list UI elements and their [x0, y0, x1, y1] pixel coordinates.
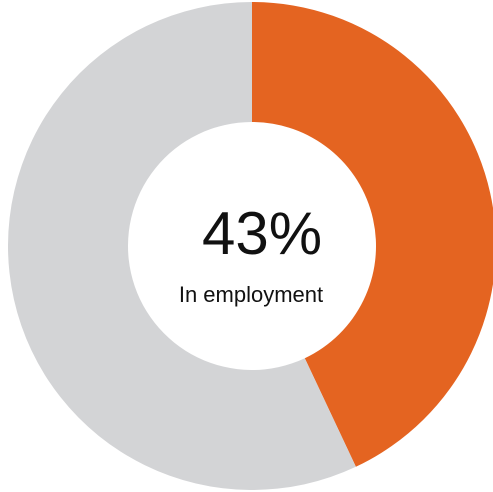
center-label: In employment — [179, 282, 323, 307]
center-percentage: 43% — [202, 200, 322, 267]
slice-remainder — [7, 2, 356, 490]
slice-in-employment — [252, 2, 493, 467]
donut-slices — [7, 2, 493, 490]
